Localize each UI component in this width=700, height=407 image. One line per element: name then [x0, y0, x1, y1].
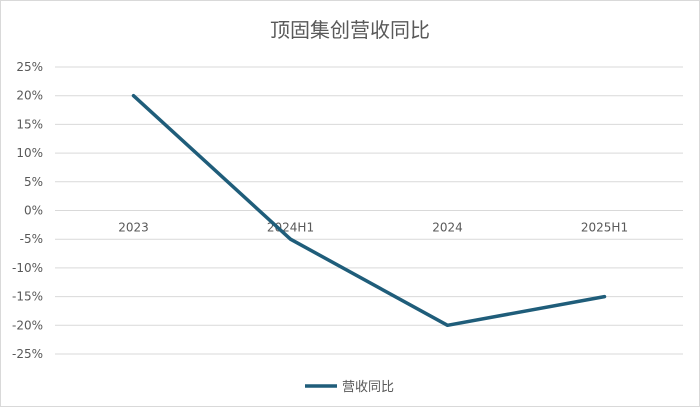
chart-title: 顶固集创营收同比 — [270, 18, 430, 42]
y-tick-label: -25% — [12, 347, 43, 361]
grid-lines — [55, 66, 683, 355]
series-layer — [131, 93, 607, 328]
y-tick-label: 15% — [16, 117, 43, 131]
series-line — [131, 93, 607, 328]
legend-label: 营收同比 — [342, 380, 394, 395]
y-tick-label: 25% — [16, 60, 43, 74]
y-tick-label: -15% — [12, 290, 43, 304]
y-tick-label: 0% — [24, 204, 43, 218]
y-tick-label: -10% — [12, 261, 43, 275]
x-tick-label: 2024 — [432, 221, 463, 235]
y-tick-label: 5% — [24, 175, 43, 189]
x-tick-label: 2025H1 — [581, 221, 628, 235]
y-tick-label: 20% — [16, 89, 43, 103]
x-tick-label: 2023 — [118, 221, 149, 235]
legend: 营收同比 — [305, 380, 394, 395]
y-tick-label: 10% — [16, 146, 43, 160]
y-axis-tick-labels: 25% 20% 15% 10% 5% 0% -5% -10% -15% -20% -25% — [12, 60, 43, 361]
x-tick-label: 2024H1 — [267, 221, 314, 235]
x-axis-tick-labels: 2023 2024H1 2024 2025H1 — [118, 221, 628, 235]
y-tick-label: -20% — [12, 318, 43, 332]
y-tick-label: -5% — [20, 232, 43, 246]
